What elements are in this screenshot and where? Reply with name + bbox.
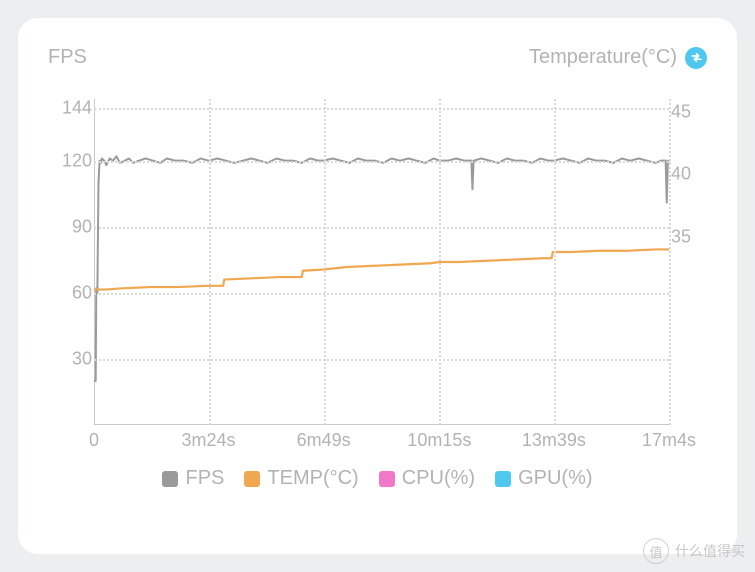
- plot-wrap: 30 60 90 120 144 35 40 45 0 3m24s 6m49s 10m15s 13m39…: [56, 95, 699, 453]
- ytick-right: 35: [671, 226, 691, 247]
- legend-item[interactable]: FPS: [162, 467, 224, 490]
- watermark-text: 什么值得买: [675, 541, 745, 561]
- y-right-title: Temperature(°C): [529, 46, 677, 69]
- legend-item[interactable]: CPU(%): [379, 467, 475, 490]
- legend-swatch: [379, 471, 395, 487]
- legend-label: GPU(%): [518, 467, 592, 490]
- ytick-right: 45: [671, 101, 691, 122]
- chart-card: FPS Temperature(°C) 30 60 90 120 144 35 40 45 0 3…: [18, 18, 737, 554]
- chart-header: FPS Temperature(°C): [48, 46, 707, 69]
- ytick-right: 40: [671, 164, 691, 185]
- legend-swatch: [495, 471, 511, 487]
- ytick-left: 120: [62, 150, 92, 171]
- legend-item[interactable]: TEMP(°C): [244, 467, 358, 490]
- y-left-title: FPS: [48, 46, 87, 69]
- xtick: 13m39s: [522, 430, 586, 451]
- xtick: 6m49s: [297, 430, 351, 451]
- legend: FPS TEMP(°C) CPU(%) GPU(%): [48, 467, 707, 490]
- ytick-left: 144: [62, 97, 92, 118]
- series-line: [94, 249, 669, 289]
- xtick: 3m24s: [182, 430, 236, 451]
- series-line: [94, 156, 669, 381]
- plot-area: 30609012014435404503m24s6m49s10m15s13m39…: [94, 99, 669, 425]
- legend-swatch: [162, 471, 178, 487]
- legend-label: CPU(%): [402, 467, 475, 490]
- watermark-badge: 值: [643, 538, 669, 564]
- legend-item[interactable]: GPU(%): [495, 467, 592, 490]
- xtick: 17m4s: [642, 430, 696, 451]
- legend-label: TEMP(°C): [267, 467, 358, 490]
- legend-swatch: [244, 471, 260, 487]
- grid-line-h: [94, 227, 669, 229]
- y-right-group: Temperature(°C): [529, 46, 707, 69]
- chart-lines-svg: [94, 99, 669, 425]
- xtick: 0: [89, 430, 99, 451]
- grid-line-h: [94, 161, 669, 163]
- grid-line-h: [94, 359, 669, 361]
- ytick-left: 30: [72, 348, 92, 369]
- legend-label: FPS: [185, 467, 224, 490]
- grid-line-v: [669, 99, 671, 425]
- xtick: 10m15s: [407, 430, 471, 451]
- ytick-left: 60: [72, 282, 92, 303]
- grid-line-v: [554, 99, 556, 425]
- watermark: 值 什么值得买: [643, 538, 745, 564]
- ytick-left: 90: [72, 216, 92, 237]
- grid-line-v: [209, 99, 211, 425]
- grid-line-h: [94, 293, 669, 295]
- grid-line-v: [439, 99, 441, 425]
- grid-line-v: [324, 99, 326, 425]
- swap-axis-icon[interactable]: [685, 47, 707, 69]
- grid-line-h: [94, 108, 669, 110]
